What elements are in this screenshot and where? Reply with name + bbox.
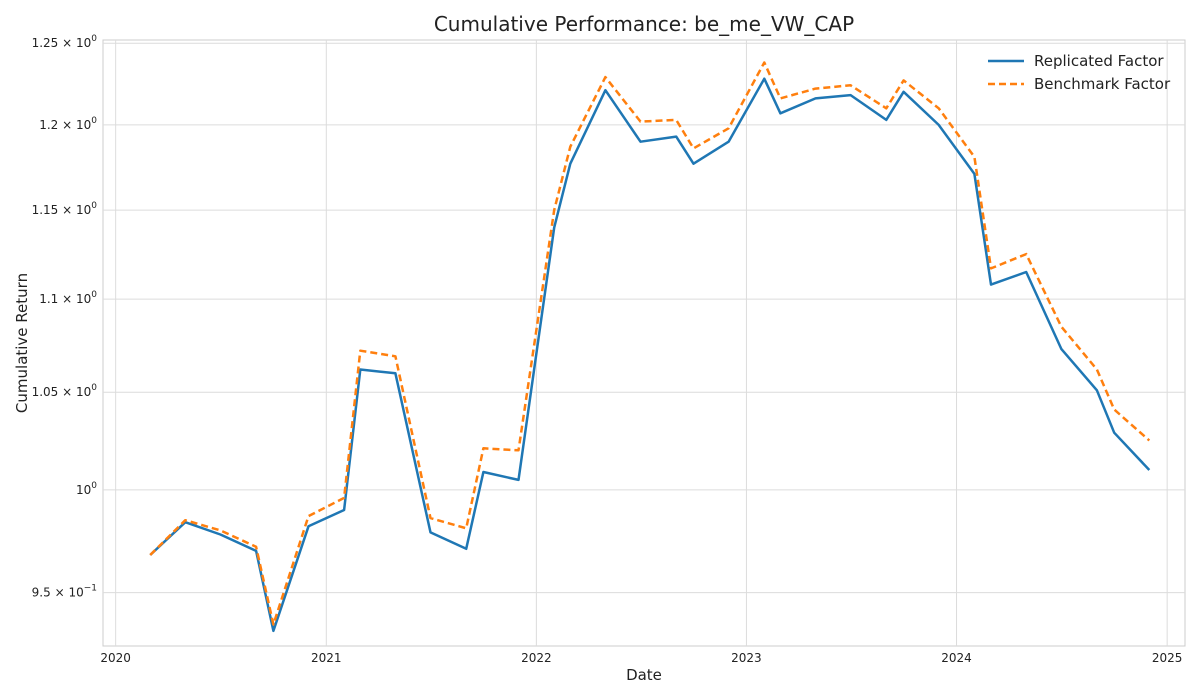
y-tick-label-1.2: 1.2 × 100 <box>39 116 97 132</box>
x-tick-label-2020: 2020 <box>100 651 131 665</box>
y-tick-label-1.05: 1.05 × 100 <box>32 383 98 399</box>
y-tick-label-1: 100 <box>76 481 97 497</box>
x-tick-label-2023: 2023 <box>731 651 762 665</box>
chart-title: Cumulative Performance: be_me_VW_CAP <box>434 12 854 36</box>
series-line-benchmark-factor <box>149 61 1151 626</box>
y-tick-label-1.15: 1.15 × 100 <box>32 201 98 217</box>
plot-area <box>102 39 1186 647</box>
x-tick-label-2025: 2025 <box>1152 651 1183 665</box>
y-tick-label-1.1: 1.1 × 100 <box>39 290 97 306</box>
legend-label-benchmark: Benchmark Factor <box>1034 75 1171 93</box>
legend-label-replicated: Replicated Factor <box>1034 52 1164 70</box>
grid <box>103 40 1185 646</box>
legend: Replicated Factor Benchmark Factor <box>988 52 1171 93</box>
x-tick-label-2022: 2022 <box>521 651 552 665</box>
x-axis-ticks: 2020 2021 2022 2023 2024 2025 <box>100 651 1182 665</box>
series-layer <box>149 61 1151 633</box>
x-axis-label: Date <box>626 666 662 684</box>
y-tick-label-0.95: 9.5 × 10−1 <box>32 584 97 600</box>
x-tick-label-2021: 2021 <box>311 651 342 665</box>
y-axis-ticks: 9.5 × 10−1 100 1.05 × 100 1.1 × 100 1.15 × 1… <box>32 34 98 599</box>
series-line-replicated-factor <box>149 77 1151 633</box>
y-axis-label: Cumulative Return <box>13 273 31 413</box>
y-tick-label-1.25: 1.25 × 100 <box>32 34 98 50</box>
x-tick-label-2024: 2024 <box>941 651 972 665</box>
